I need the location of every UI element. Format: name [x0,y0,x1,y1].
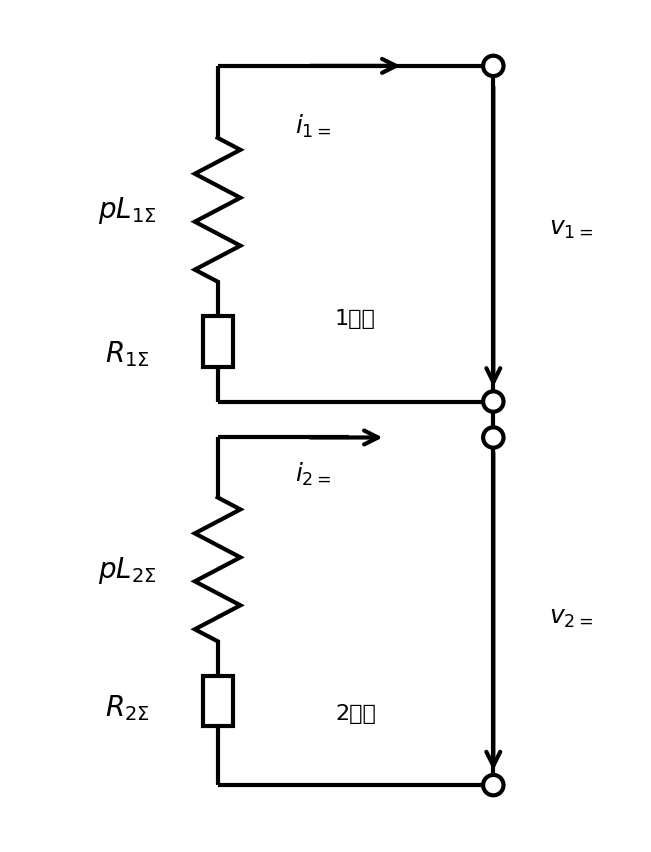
Circle shape [483,392,503,412]
Text: $i_{2=}$: $i_{2=}$ [296,460,332,487]
Text: $pL_{2\Sigma}$: $pL_{2\Sigma}$ [98,554,157,585]
Bar [202,317,232,367]
Text: $R_{1\Sigma}$: $R_{1\Sigma}$ [105,339,150,369]
Circle shape [483,428,503,448]
Text: $i_{1=}$: $i_{1=}$ [296,113,332,141]
Bar [202,676,232,727]
Text: $v_{2=}$: $v_{2=}$ [549,606,593,630]
Text: 1序网: 1序网 [335,308,376,328]
Text: 2序网: 2序网 [335,704,376,723]
Text: $R_{2\Sigma}$: $R_{2\Sigma}$ [105,693,150,722]
Circle shape [483,775,503,796]
Text: $pL_{1\Sigma}$: $pL_{1\Sigma}$ [98,195,157,226]
Text: $v_{1=}$: $v_{1=}$ [549,216,593,240]
Circle shape [483,56,503,77]
